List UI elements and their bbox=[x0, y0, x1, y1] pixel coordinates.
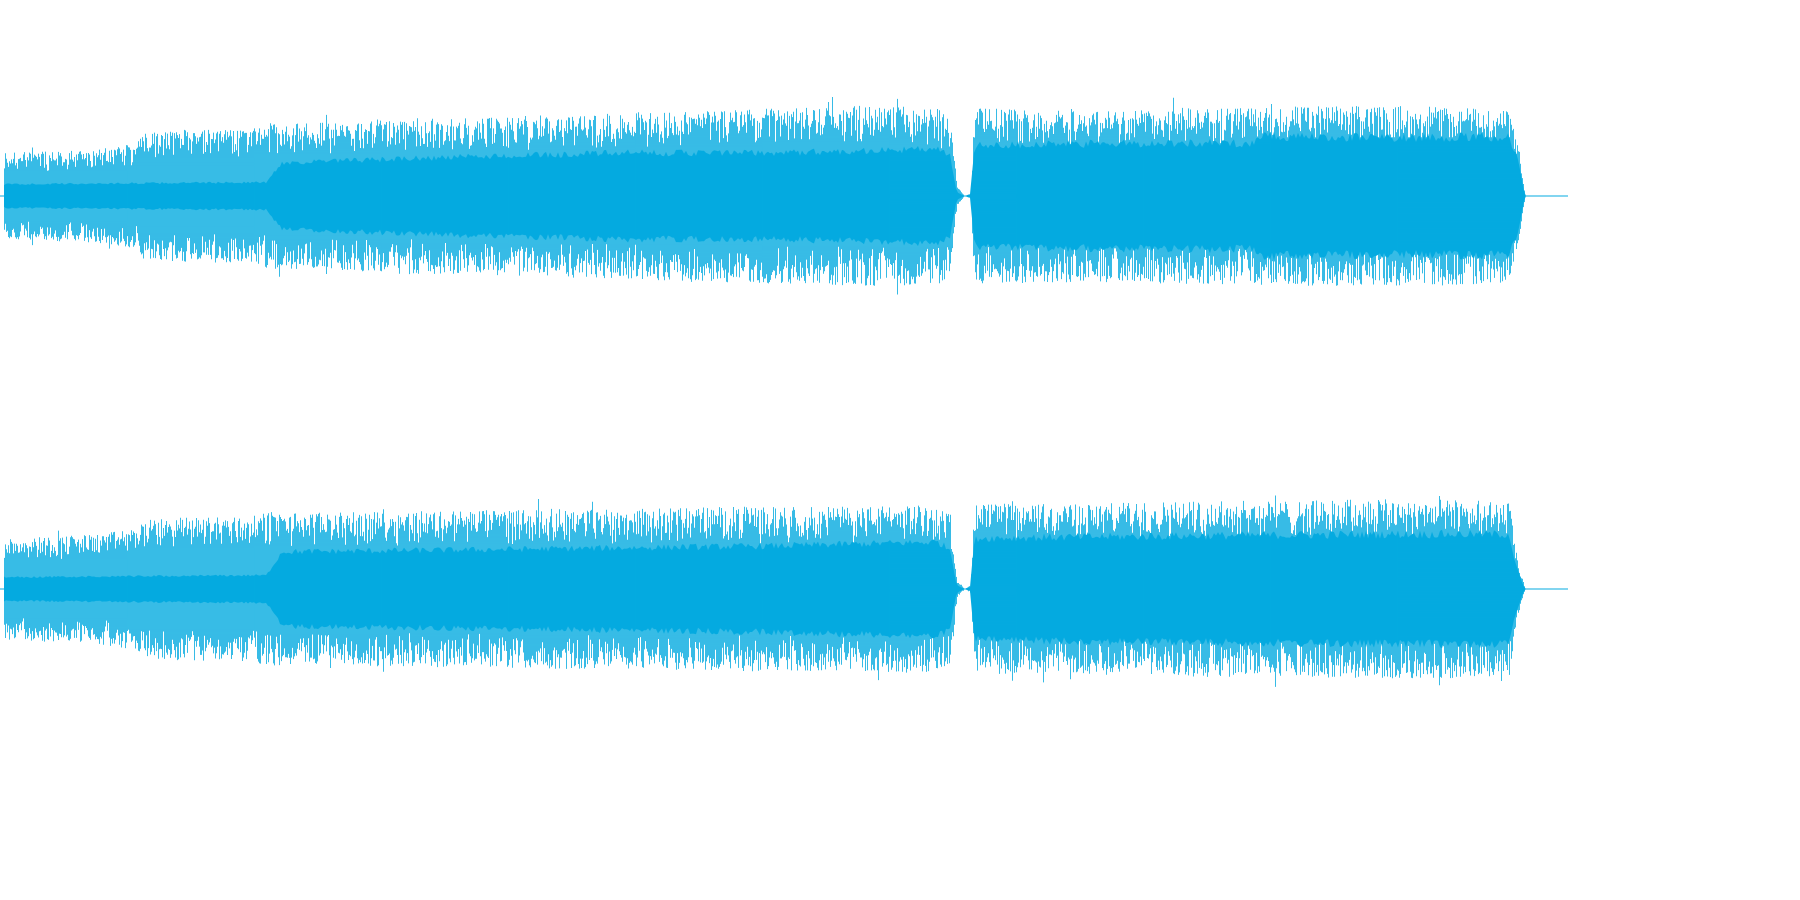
waveform-channel-left bbox=[0, 97, 1568, 295]
waveform-core bbox=[4, 131, 1548, 261]
waveform-channel-right bbox=[0, 495, 1568, 687]
waveform-core bbox=[4, 529, 1548, 649]
waveform-peaks bbox=[4, 495, 1525, 687]
waveform-peaks bbox=[4, 97, 1525, 295]
audio-waveform bbox=[0, 97, 1568, 687]
